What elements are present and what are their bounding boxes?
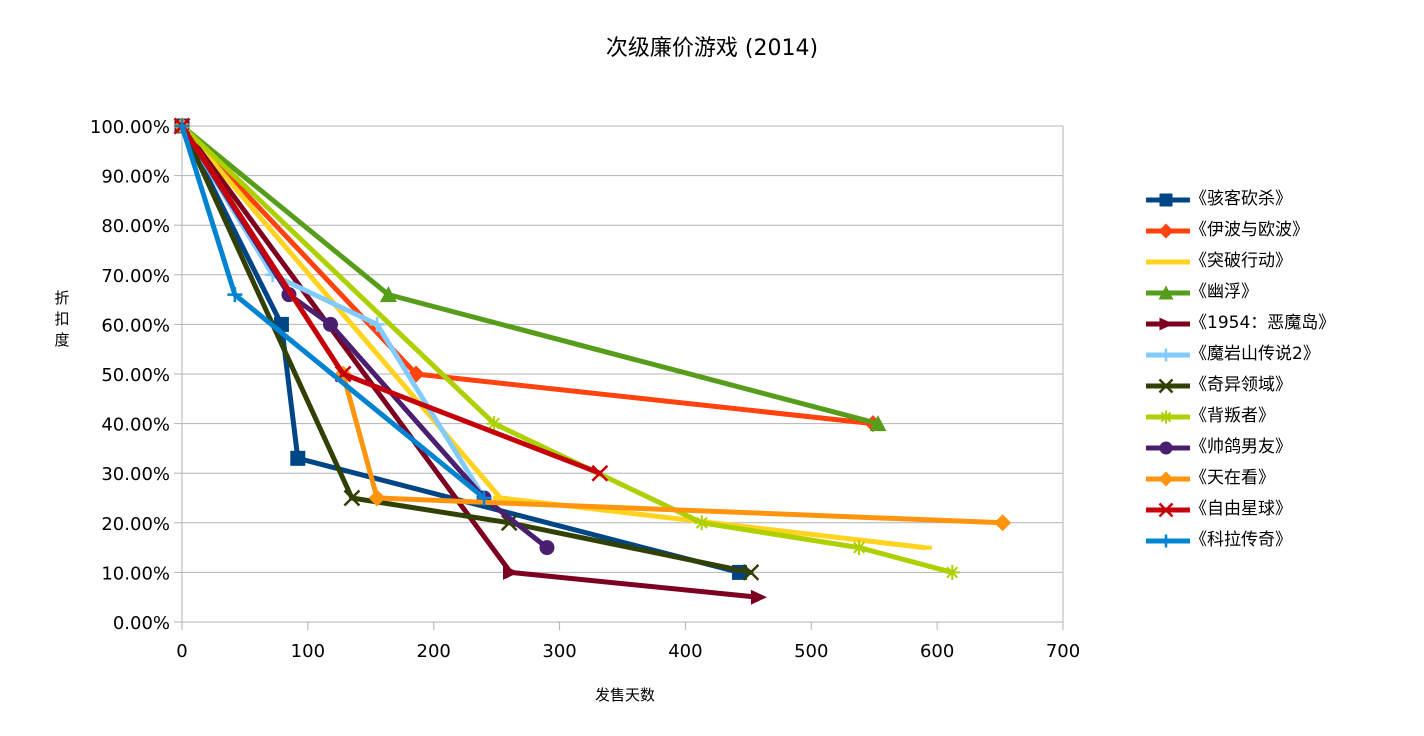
data-point <box>369 316 385 332</box>
y-tick-label: 70.00% <box>101 266 170 287</box>
y-tick-label: 20.00% <box>101 514 170 535</box>
legend-swatch <box>1146 259 1190 265</box>
data-point <box>1158 502 1174 518</box>
axis-layer: 0.00% 10.00% 20.00% 30.00% 40.00% 50.00% 60.00… <box>90 117 1080 662</box>
data-point <box>486 416 502 432</box>
chart-title: 次级廉价游戏 (2014) <box>605 36 819 61</box>
data-point <box>1159 410 1173 424</box>
legend-swatch <box>1146 410 1190 424</box>
data-point <box>290 450 306 466</box>
data-point <box>1159 534 1173 548</box>
y-tick-label: 30.00% <box>101 464 170 485</box>
legend-label: 《1954：恶魔岛》 <box>1190 313 1336 333</box>
y-tick-label: 0.00% <box>113 613 170 634</box>
series-line <box>179 123 754 575</box>
legend-label: 《突破行动》 <box>1190 251 1292 271</box>
data-point <box>343 489 361 507</box>
series-line <box>179 123 743 575</box>
legend-item: 《背叛者》 <box>1140 401 1410 432</box>
data-point <box>502 564 519 580</box>
legend-item: 《帅鸽男友》 <box>1140 432 1410 463</box>
legend-swatch <box>1146 534 1190 548</box>
data-point <box>1158 378 1174 394</box>
y-tick-label: 10.00% <box>101 563 170 584</box>
x-tick-label: 300 <box>542 641 576 662</box>
data-point <box>227 287 243 303</box>
legend-item: 《幽浮》 <box>1140 277 1410 308</box>
series-12 <box>174 118 492 506</box>
data-point <box>379 286 397 303</box>
data-point <box>742 564 760 581</box>
legend-swatch <box>1146 502 1190 518</box>
legend-label: 《帅鸽男友》 <box>1190 437 1292 457</box>
data-point <box>1159 441 1173 455</box>
data-point <box>1159 348 1173 362</box>
data-point <box>174 118 190 134</box>
series-8 <box>174 118 960 580</box>
data-point <box>591 464 609 482</box>
x-tick-label: 700 <box>1046 641 1080 662</box>
data-point <box>944 564 960 580</box>
x-tick-label: 100 <box>291 641 325 662</box>
legend-swatch <box>1146 285 1190 300</box>
x-axis-title: 发售天数 <box>594 686 655 704</box>
legend-item: 《伊波与欧波》 <box>1140 215 1410 246</box>
x-tick-label: 200 <box>417 641 451 662</box>
x-tick-label: 400 <box>668 641 702 662</box>
data-point <box>323 316 339 332</box>
y-tick-label: 100.00% <box>90 117 170 138</box>
legend-swatch <box>1146 378 1190 394</box>
legend-swatch <box>1146 348 1190 362</box>
legend-label: 《科拉传奇》 <box>1190 530 1292 550</box>
legend-item: 《突破行动》 <box>1140 246 1410 277</box>
data-point <box>476 490 492 506</box>
legend-swatch <box>1146 317 1190 331</box>
legend: 《骇客砍杀》 《伊波与欧波》 《突破行动》 《幽浮》《1954：恶魔岛》 《魔岩山传说2… <box>1140 184 1410 556</box>
legend-item: 《1954：恶魔岛》 <box>1140 308 1410 339</box>
y-axis-title: 折扣度 <box>54 289 70 349</box>
legend-label: 《伊波与欧波》 <box>1190 220 1309 240</box>
legend-label: 《奇异领域》 <box>1190 375 1292 395</box>
grid-layer <box>181 125 1064 623</box>
legend-item: 《奇异领域》 <box>1140 370 1410 401</box>
x-tick-label: 0 <box>176 641 187 662</box>
data-point <box>1158 471 1174 487</box>
legend-swatch <box>1146 471 1190 487</box>
legend-item: 《天在看》 <box>1140 463 1410 494</box>
x-tick-label: 600 <box>920 641 954 662</box>
legend-item: 《魔岩山传说2》 <box>1140 339 1410 370</box>
legend-label: 《自由星球》 <box>1190 499 1292 519</box>
legend-label: 《背叛者》 <box>1190 406 1275 426</box>
y-tick-label: 80.00% <box>101 216 170 237</box>
legend-swatch <box>1146 193 1190 207</box>
data-point <box>368 489 386 507</box>
y-tick-label: 60.00% <box>101 315 170 336</box>
series-layer <box>173 117 1012 605</box>
data-point <box>539 540 555 556</box>
data-point <box>694 515 710 531</box>
data-point <box>1159 317 1174 331</box>
legend-swatch <box>1146 441 1190 455</box>
y-tick-label: 50.00% <box>101 365 170 386</box>
legend-label: 《天在看》 <box>1190 468 1275 488</box>
y-tick-label: 40.00% <box>101 415 170 436</box>
legend-item: 《自由星球》 <box>1140 494 1410 525</box>
data-point <box>500 514 518 532</box>
legend-item: 《科拉传奇》 <box>1140 525 1410 556</box>
data-point <box>851 540 867 556</box>
data-point <box>1158 285 1174 300</box>
data-point <box>750 589 767 605</box>
x-tick-label: 500 <box>794 641 828 662</box>
data-point <box>1158 223 1174 239</box>
legend-label: 《幽浮》 <box>1190 282 1258 302</box>
legend-item: 《骇客砍杀》 <box>1140 184 1410 215</box>
y-tick-label: 90.00% <box>101 167 170 188</box>
data-point <box>1159 193 1173 207</box>
data-point <box>869 415 887 432</box>
data-point <box>994 514 1012 532</box>
legend-swatch <box>1146 223 1190 239</box>
legend-label: 《魔岩山传说2》 <box>1190 344 1320 364</box>
legend-label: 《骇客砍杀》 <box>1190 189 1292 209</box>
